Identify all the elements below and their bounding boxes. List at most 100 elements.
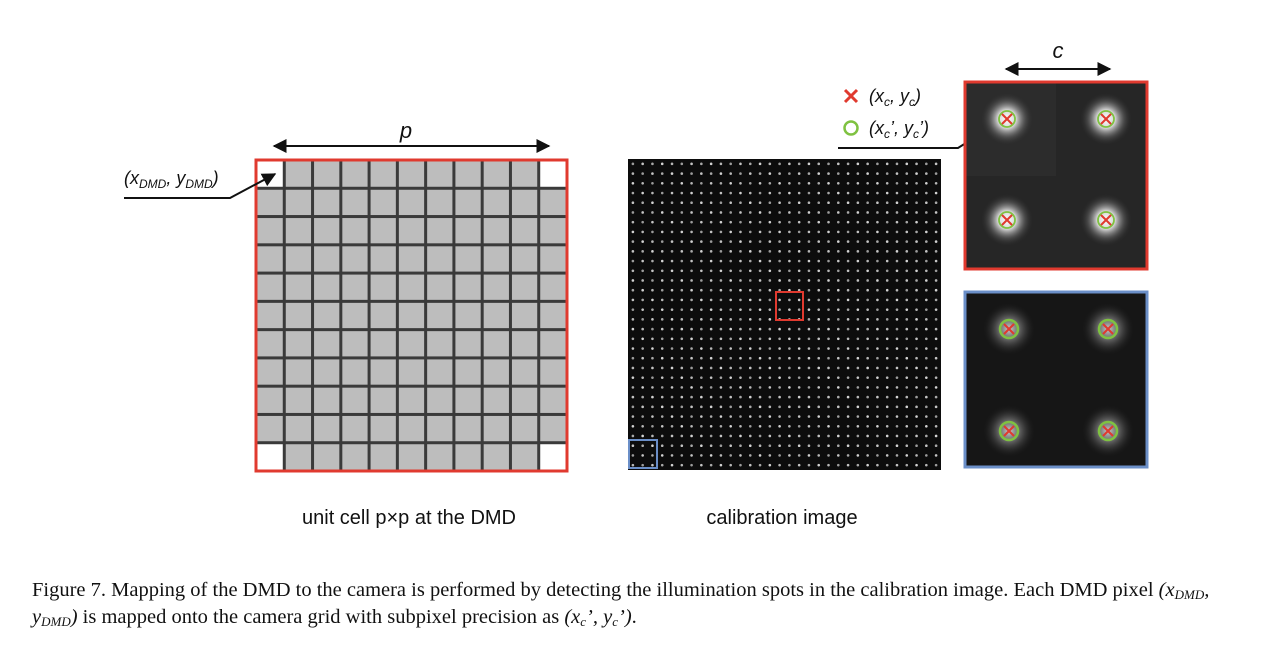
calibration-spot: [876, 463, 879, 467]
calibration-spot: [856, 308, 860, 311]
calibration-spot: [748, 318, 752, 321]
calibration-spot: [680, 444, 684, 448]
calibration-spot: [856, 220, 860, 224]
legend-detected-label: (xc, yc): [869, 86, 921, 109]
calibration-spot: [817, 298, 821, 302]
calibration-spot: [670, 434, 674, 438]
calibration-spot: [807, 250, 811, 253]
calibration-spot: [758, 259, 762, 263]
calibration-spot: [739, 201, 742, 205]
calibration-spot: [827, 220, 830, 224]
calibration-spot: [895, 269, 899, 273]
calibration-spot: [768, 288, 772, 292]
calibration-spot: [817, 405, 821, 409]
calibration-spot: [631, 424, 635, 428]
calibration-spot: [651, 259, 654, 263]
calibration-spot: [856, 366, 860, 370]
calibration-spot: [748, 463, 752, 467]
calibration-spot: [827, 172, 830, 175]
calibration-spot: [680, 386, 684, 389]
calibration-spot: [934, 250, 938, 253]
calibration-spot: [748, 444, 752, 448]
calibration-spot: [925, 424, 928, 428]
calibration-spot: [748, 395, 752, 399]
calibration-spot: [641, 454, 644, 457]
calibration-spot: [719, 288, 723, 292]
calibration-spot: [660, 250, 664, 253]
calibration-spot: [895, 395, 899, 399]
calibration-spot: [700, 220, 703, 224]
calibration-spot: [866, 347, 869, 350]
calibration-spot: [670, 269, 674, 273]
calibration-spot: [827, 269, 830, 273]
calibration-spot: [876, 240, 879, 243]
calibration-spot: [934, 172, 938, 175]
calibration-spot: [660, 424, 664, 428]
calibration-spot: [768, 269, 772, 273]
calibration-spot: [827, 191, 830, 195]
calibration-spot: [915, 201, 918, 205]
calibration-spot: [876, 279, 879, 282]
calibration-spot: [866, 327, 869, 331]
calibration-spot: [719, 201, 723, 205]
calibration-spot: [876, 444, 879, 448]
calibration-spot: [758, 201, 762, 205]
calibration-spot: [719, 259, 723, 263]
calibration-spot: [856, 230, 860, 234]
calibration-spot: [768, 376, 772, 379]
calibration-spot: [651, 463, 654, 467]
calibration-spot: [866, 250, 869, 253]
calibration-spot: [925, 347, 928, 350]
calibration-spot: [778, 434, 781, 438]
calibration-spot: [846, 308, 850, 311]
calibration-spot: [837, 395, 840, 399]
calibration-spot: [670, 415, 674, 418]
calibration-spot: [670, 279, 674, 282]
calibration-spot: [807, 366, 811, 370]
calibration-spot: [641, 308, 644, 311]
calibration-spot: [768, 308, 772, 311]
calibration-spot: [641, 162, 644, 166]
calibration-spot: [885, 308, 889, 311]
calibration-spot: [797, 376, 801, 379]
dmd-pixel: [483, 161, 509, 187]
calibration-spot: [856, 298, 860, 302]
calibration-spot: [748, 366, 752, 370]
calibration-spot: [651, 162, 654, 166]
calibration-spot: [837, 376, 840, 379]
calibration-spot: [641, 211, 644, 214]
calibration-spot: [915, 191, 918, 195]
calibration-spot: [876, 250, 879, 253]
calibration-spot: [709, 347, 713, 350]
calibration-spot: [846, 240, 850, 243]
calibration-spot: [700, 424, 703, 428]
calibration-spot: [778, 308, 781, 311]
calibration-spot: [631, 463, 635, 467]
calibration-spot: [651, 424, 654, 428]
calibration-spot: [885, 405, 889, 409]
dmd-pixel-pointer-arrow: [124, 173, 277, 199]
calibration-spot: [895, 201, 899, 205]
calibration-spot: [885, 230, 889, 234]
dmd-pixel: [427, 387, 453, 413]
calibration-spot: [934, 259, 938, 263]
calibration-spot: [729, 424, 732, 428]
calibration-spot: [895, 376, 899, 379]
calibration-spot: [641, 424, 644, 428]
unit-cell-caption: unit cell p×p at the DMD: [302, 507, 516, 529]
calibration-spot: [846, 454, 850, 457]
calibration-spot: [651, 415, 654, 418]
dmd-pixel: [398, 246, 425, 272]
calibration-spot: [719, 395, 723, 399]
calibration-spot: [846, 191, 850, 195]
calibration-spot: [866, 230, 869, 234]
calibration-spot: [905, 376, 909, 379]
calibration-spot: [670, 172, 674, 175]
calibration-spot: [709, 172, 713, 175]
calibration-spot: [739, 182, 742, 185]
calibration-spot: [660, 376, 664, 379]
calibration-spot: [758, 269, 762, 273]
calibration-spot: [651, 250, 654, 253]
calibration-spot: [700, 395, 703, 399]
calibration-spot: [915, 327, 918, 331]
